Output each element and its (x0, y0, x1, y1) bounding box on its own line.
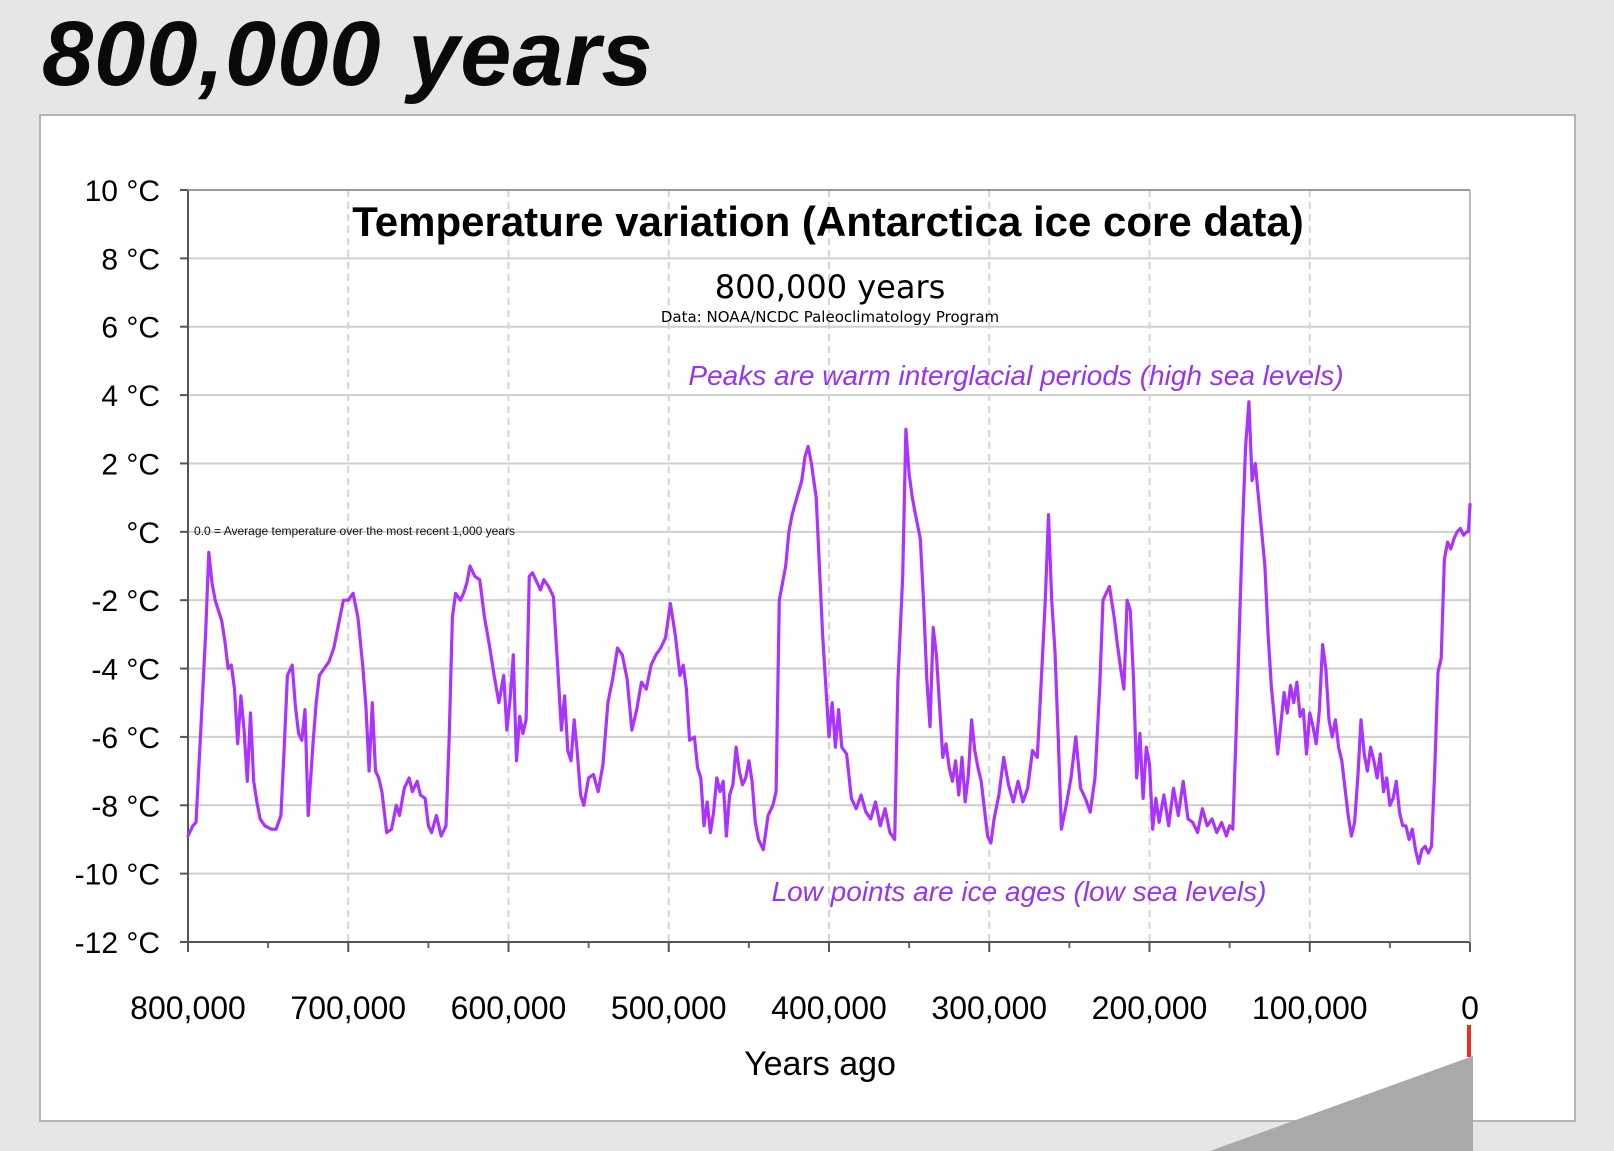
grid-layer (188, 189, 1470, 942)
series-layer (186, 400, 1472, 865)
y-tick-label: -6 °C (91, 722, 160, 755)
chart-title: Temperature variation (Antarctica ice co… (352, 198, 1304, 245)
x-tick-label: 700,000 (290, 990, 406, 1026)
x-tick-label: 800,000 (130, 990, 246, 1026)
y-tick-label: 4 °C (101, 380, 160, 413)
x-tick-label: 500,000 (611, 990, 727, 1026)
present-day-marker (1467, 1025, 1471, 1057)
x-tick-label: 400,000 (771, 990, 887, 1026)
y-tick-label: 10 °C (85, 175, 160, 208)
temperature-series-line (186, 400, 1472, 865)
y-tick-label: °C (126, 517, 160, 550)
y-tick-label: -2 °C (91, 585, 160, 618)
x-tick-label: 200,000 (1092, 990, 1208, 1026)
x-tick-label: 600,000 (451, 990, 567, 1026)
baseline-note: 0.0 = Average temperature over the most … (194, 524, 515, 538)
x-tick-label: 0 (1461, 990, 1479, 1026)
y-tick-label: -8 °C (91, 790, 160, 823)
y-tick-label: 8 °C (101, 243, 160, 276)
y-tick-label: -12 °C (75, 927, 160, 960)
y-tick-label: 6 °C (101, 312, 160, 345)
lows-annotation: Low points are ice ages (low sea levels) (772, 876, 1267, 907)
peaks-annotation: Peaks are warm interglacial periods (hig… (688, 360, 1343, 391)
y-tick-label: -4 °C (91, 654, 160, 687)
slide-title: 800,000 years (42, 3, 654, 105)
x-tick-label: 100,000 (1252, 990, 1368, 1026)
axis-layer: 10 °C 8 °C 6 °C 4 °C 2 °C °C -2 °C -4 °C -6 °C -8… (75, 175, 1479, 1026)
chart-subtitle: 800,000 years (715, 268, 946, 306)
chart-card (39, 114, 1576, 1122)
x-axis-label: Years ago (744, 1045, 896, 1083)
data-source: Data: NOAA/NCDC Paleoclimatology Program (661, 308, 999, 326)
y-tick-label: 2 °C (101, 448, 160, 481)
zoom-wedge-shape (1210, 1056, 1473, 1151)
y-tick-label: -10 °C (75, 859, 160, 892)
x-tick-label: 300,000 (931, 990, 1047, 1026)
